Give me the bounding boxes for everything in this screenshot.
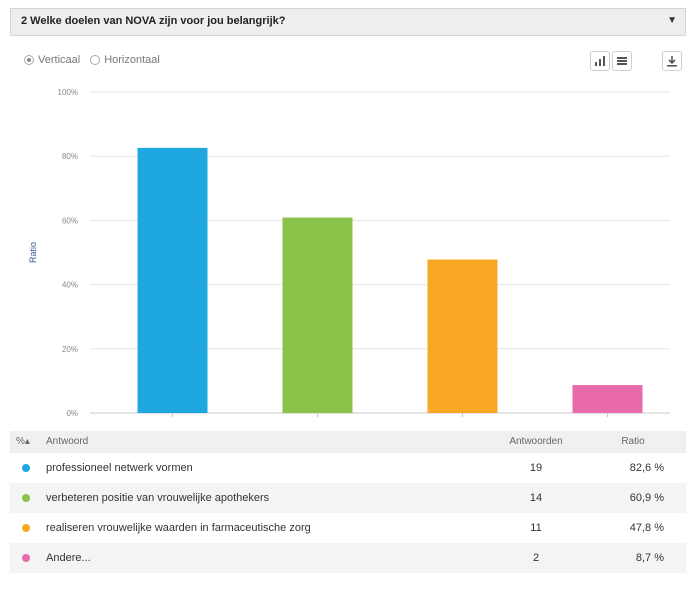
legend-dot-icon: [22, 554, 30, 562]
table-header: %▴ Antwoord Antwoorden Ratio: [10, 431, 686, 453]
bar: [427, 259, 498, 413]
answer-ratio: 8,7 %: [635, 552, 664, 564]
answer-label: verbeteren positie van vrouwelijke apoth…: [46, 492, 270, 504]
y-tick-label: 80%: [62, 152, 78, 161]
orientation-toggle: Verticaal Horizontaal: [24, 54, 160, 66]
table-view-button[interactable]: [612, 51, 632, 71]
answer-count: 2: [532, 552, 540, 564]
bar: [282, 217, 353, 413]
y-tick-label: 60%: [62, 216, 78, 225]
question-panel: 2 Welke doelen van NOVA zijn voor jou be…: [10, 8, 686, 583]
answer-label: realiseren vrouwelijke waarden in farmac…: [46, 522, 311, 534]
answer-ratio: 47,8 %: [629, 522, 664, 534]
answer-count: 11: [530, 522, 542, 534]
y-axis-label: Ratio: [28, 242, 38, 263]
legend-dot-icon: [22, 464, 30, 472]
answer-count: 14: [529, 492, 543, 504]
answer-ratio: 82,6 %: [629, 462, 664, 474]
answer-label: Andere...: [46, 552, 91, 564]
chevron-down-icon[interactable]: ▼: [667, 15, 677, 26]
vertical-label[interactable]: Verticaal: [38, 54, 81, 66]
bar-chart-button[interactable]: [590, 51, 610, 71]
count-header[interactable]: Antwoorden: [509, 436, 563, 447]
question-title: 2 Welke doelen van NOVA zijn voor jou be…: [21, 15, 286, 27]
question-header[interactable]: 2 Welke doelen van NOVA zijn voor jou be…: [10, 8, 686, 36]
bar-chart-icon: [595, 56, 605, 66]
answer-label: professioneel netwerk vormen: [46, 462, 193, 474]
y-tick-label: 100%: [58, 88, 78, 97]
answer-count: 19: [529, 462, 543, 474]
vertical-radio[interactable]: [24, 55, 34, 65]
table-row: realiseren vrouwelijke waarden in farmac…: [10, 513, 686, 543]
table-row: verbeteren positie van vrouwelijke apoth…: [10, 483, 686, 513]
y-tick-label: 20%: [62, 345, 78, 354]
horizontal-radio[interactable]: [90, 55, 101, 65]
download-button[interactable]: [662, 51, 682, 71]
download-icon: [667, 56, 677, 67]
table-row: professioneel netwerk vormen 19 82,6 %: [10, 453, 686, 483]
bar: [137, 147, 208, 413]
answers-table: %▴ Antwoord Antwoorden Ratio professione…: [10, 431, 686, 573]
y-tick-label: 40%: [62, 281, 78, 290]
y-tick-label: 0%: [66, 409, 78, 418]
bar: [572, 385, 643, 413]
answer-ratio: 60,9 %: [629, 492, 664, 504]
answer-header[interactable]: Antwoord: [46, 436, 89, 447]
table-row: Andere... 2 8,7 %: [10, 543, 686, 573]
horizontal-label[interactable]: Horizontaal: [104, 54, 160, 66]
legend-dot-icon: [22, 524, 30, 532]
table-view-icon: [617, 57, 627, 65]
legend-dot-icon: [22, 494, 30, 502]
ratio-header[interactable]: Ratio: [621, 436, 645, 447]
bar-chart: 0% 20% 40% 60% 80% 100% Ratio: [28, 88, 670, 418]
sort-percent-header[interactable]: %▴: [16, 436, 30, 447]
